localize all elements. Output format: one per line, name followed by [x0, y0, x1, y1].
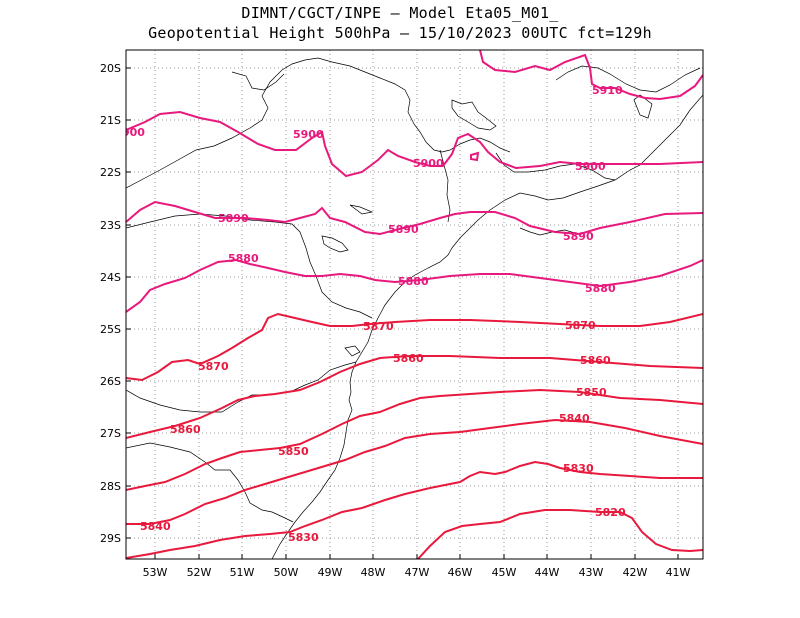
- lon-label: 48W: [361, 566, 386, 579]
- contour-label: 5910: [592, 84, 623, 97]
- lon-label: 41W: [666, 566, 691, 579]
- coastline: [126, 57, 703, 559]
- contour-label: 5880: [228, 252, 259, 265]
- contour-label: 5840: [559, 412, 590, 425]
- lat-label: 23S: [100, 219, 121, 232]
- map-subtitle: Geopotential Height 500hPa — 15/10/2023 …: [148, 24, 652, 42]
- height-contours: [126, 50, 703, 313]
- lon-label: 42W: [623, 566, 648, 579]
- lat-label: 29S: [100, 532, 121, 545]
- lon-label: 46W: [448, 566, 473, 579]
- contour-label: 5830: [288, 531, 319, 544]
- contour-label: 5900: [293, 128, 324, 141]
- lat-label: 25S: [100, 323, 121, 336]
- contour-labels: 5910 5900 5900 5900 900 5890 5890 5890 5…: [122, 84, 626, 544]
- lon-labels: 53W 52W 51W 50W 49W 48W 47W 46W 45W 44W …: [143, 566, 691, 579]
- lon-label: 49W: [318, 566, 343, 579]
- lat-label: 24S: [100, 271, 121, 284]
- contour-label: 5860: [170, 423, 201, 436]
- lon-label: 53W: [143, 566, 168, 579]
- lon-label: 47W: [405, 566, 430, 579]
- lon-label: 52W: [187, 566, 212, 579]
- contour-label: 5900: [413, 157, 444, 170]
- grid: [126, 50, 703, 559]
- contour-label: 5850: [278, 445, 309, 458]
- contour-label: 5890: [563, 230, 594, 243]
- contour-label: 5890: [388, 223, 419, 236]
- contour-label: 5870: [363, 320, 394, 333]
- contour-label: 5880: [585, 282, 616, 295]
- lon-label: 44W: [535, 566, 560, 579]
- contour-label: 5870: [565, 319, 596, 332]
- plot-frame: [125, 49, 704, 560]
- lat-label: 26S: [100, 375, 121, 388]
- lon-label: 45W: [492, 566, 517, 579]
- lat-label: 20S: [100, 62, 121, 75]
- contour-label: 5900: [575, 160, 606, 173]
- lat-labels: 20S 21S 22S 23S 24S 25S 26S 27S 28S 29S: [100, 62, 121, 545]
- lat-label: 28S: [100, 480, 121, 493]
- lat-label: 22S: [100, 166, 121, 179]
- contour-label: 5830: [563, 462, 594, 475]
- contour-label: 5860: [393, 352, 424, 365]
- axis-ticks: [126, 67, 679, 559]
- contour-label: 5820: [595, 506, 626, 519]
- height-contours-lower: [126, 312, 703, 559]
- lat-label: 27S: [100, 427, 121, 440]
- contour-label: 5850: [576, 386, 607, 399]
- lon-label: 51W: [230, 566, 255, 579]
- contour-label: 5880: [398, 275, 429, 288]
- lon-label: 43W: [579, 566, 604, 579]
- lon-label: 50W: [274, 566, 299, 579]
- map-title: DIMNT/CGCT/INPE — Model Eta05_M01_: [241, 4, 559, 22]
- contour-label: 5890: [218, 212, 249, 225]
- lat-label: 21S: [100, 114, 121, 127]
- contour-label: 5860: [580, 354, 611, 367]
- contour-label: 5840: [140, 520, 171, 533]
- contour-label: 5870: [198, 360, 229, 373]
- contour-label: 900: [122, 126, 145, 139]
